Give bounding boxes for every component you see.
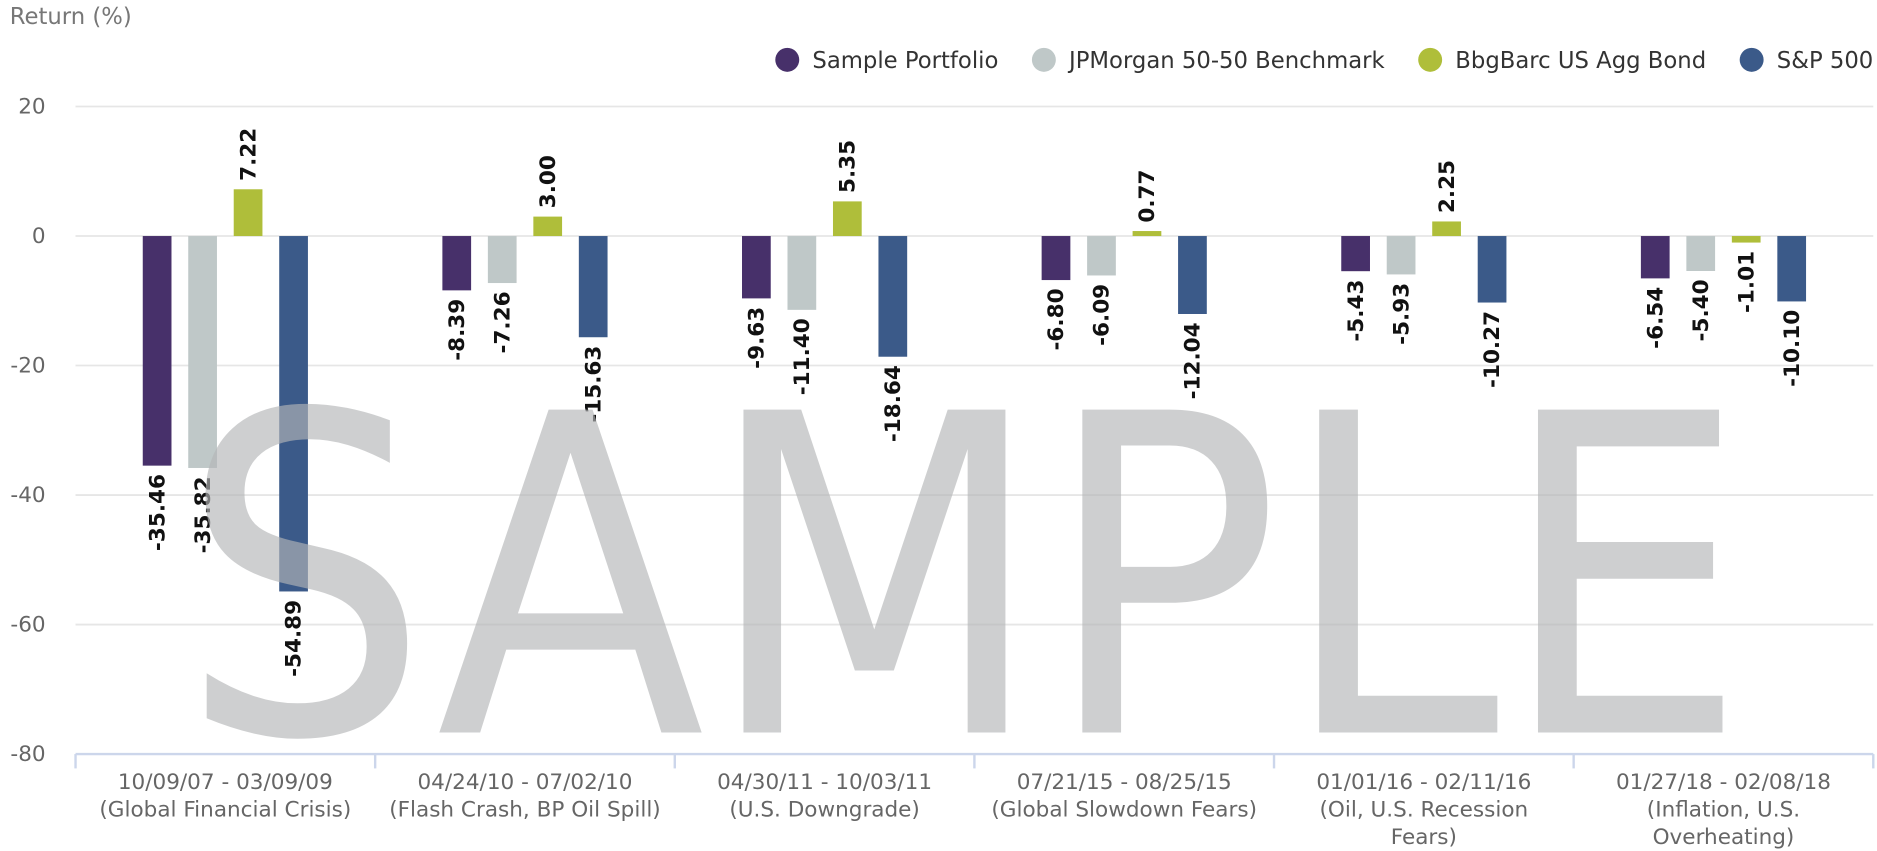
- bar: [233, 189, 263, 237]
- x-tick-label-line: (Global Slowdown Fears): [991, 797, 1257, 823]
- bar: [1341, 236, 1370, 272]
- bar: [742, 236, 771, 299]
- x-tick-label: 04/30/11 - 10/03/11(U.S. Downgrade): [681, 768, 968, 823]
- bar: [1432, 221, 1461, 237]
- legend-label: S&P 500: [1777, 48, 1873, 74]
- x-tick-label-line: (Oil, U.S. Recession Fears): [1319, 797, 1529, 850]
- data-label: -35.82: [191, 476, 216, 553]
- x-tick-label-line: 04/30/11 - 10/03/11: [717, 769, 933, 795]
- data-label: -10.27: [1480, 311, 1505, 388]
- x-tick-label-line: 07/21/15 - 08/25/15: [1016, 769, 1232, 795]
- legend-marker: [1031, 47, 1056, 72]
- data-label: -11.40: [790, 318, 815, 395]
- y-tick-label: -40: [10, 483, 45, 508]
- data-label: -1.01: [1734, 251, 1759, 313]
- x-tick-label-box: 10/09/07 - 03/09/09 (Global Financial Cri…: [82, 768, 369, 823]
- x-tick-label-line: 04/24/10 - 07/02/10: [417, 769, 633, 795]
- data-label: -7.26: [490, 291, 515, 353]
- bar: [1477, 236, 1507, 303]
- x-tick-label: 10/09/07 - 03/09/09(Global Financial Cri…: [82, 768, 369, 823]
- x-tick-label-box: 01/27/18 - 02/08/18 (Inflation, U.S. Over…: [1580, 768, 1867, 851]
- x-tick-label: 07/21/15 - 08/25/15(Global Slowdown Fear…: [981, 768, 1268, 823]
- y-axis-title: Return (%): [10, 4, 132, 30]
- x-tick-label: 01/01/16 - 02/11/16(Oil, U.S. Recession …: [1280, 768, 1567, 851]
- x-tick-label-box: 07/21/15 - 08/25/15 (Global Slowdown Fear…: [981, 768, 1268, 823]
- bar: [442, 236, 472, 291]
- x-tick-label-line: 10/09/07 - 03/09/09: [117, 769, 333, 795]
- bar: [1777, 236, 1807, 302]
- y-tick-label: 20: [18, 95, 45, 120]
- data-label: 7.22: [236, 128, 261, 181]
- x-tick-label: 01/27/18 - 02/08/18(Inflation, U.S. Over…: [1580, 768, 1867, 851]
- data-label: -5.43: [1344, 280, 1369, 342]
- data-label: -6.80: [1044, 288, 1069, 350]
- legend-marker: [1739, 47, 1764, 72]
- y-tick-label: -20: [10, 354, 45, 379]
- bar: [279, 236, 308, 592]
- x-tick-label: 04/24/10 - 07/02/10(Flash Crash, BP Oil …: [381, 768, 668, 823]
- data-label: -6.54: [1643, 287, 1668, 349]
- x-tick-label-box: 01/01/16 - 02/11/16 (Oil, U.S. Recession …: [1280, 768, 1567, 851]
- y-tick-label: 0: [32, 224, 46, 249]
- y-tick-label: -80: [10, 742, 45, 767]
- data-label: -9.63: [745, 307, 770, 369]
- data-label: 3.00: [536, 155, 561, 208]
- bar: [1041, 236, 1071, 281]
- data-label: -12.04: [1181, 322, 1206, 399]
- bar: [787, 236, 817, 310]
- bar: [487, 236, 517, 284]
- bar: [1686, 236, 1716, 271]
- x-tick-label-box: 04/30/11 - 10/03/11 (U.S. Downgrade): [681, 768, 968, 823]
- legend-label: BbgBarc US Agg Bond: [1455, 48, 1706, 74]
- data-label: 0.77: [1135, 170, 1160, 223]
- bar: [1087, 236, 1116, 276]
- x-tick-label-line: (Inflation, U.S. Overheating): [1646, 797, 1801, 850]
- data-label: -54.89: [282, 600, 307, 677]
- legend-marker: [775, 47, 800, 72]
- bar: [1132, 231, 1162, 237]
- data-label: -8.39: [445, 299, 470, 361]
- legend-marker: [1418, 47, 1443, 72]
- x-tick-label-box: 04/24/10 - 07/02/10 (Flash Crash, BP Oil …: [381, 768, 668, 823]
- bar: [1178, 236, 1207, 314]
- x-tick-label-line: 01/01/16 - 02/11/16: [1316, 769, 1532, 795]
- x-tick-label-line: 01/27/18 - 02/08/18: [1615, 769, 1831, 795]
- bar: [1640, 236, 1670, 279]
- data-label: -6.09: [1090, 284, 1115, 346]
- x-tick-label-line: (Flash Crash, BP Oil Spill): [389, 797, 661, 823]
- bar: [578, 236, 608, 338]
- bar: [533, 216, 563, 237]
- data-label: -5.93: [1389, 283, 1414, 345]
- y-tick-label: -60: [10, 613, 45, 638]
- data-label: -15.63: [581, 346, 606, 423]
- bar: [1731, 236, 1761, 243]
- x-tick-label-line: (Global Financial Crisis): [99, 797, 352, 823]
- bar: [832, 201, 862, 237]
- legend-label: Sample Portfolio: [812, 48, 998, 74]
- data-label: 2.25: [1435, 160, 1460, 213]
- bar: [142, 236, 172, 466]
- data-label: -10.10: [1780, 310, 1805, 387]
- bar: [188, 236, 217, 468]
- bar: [1386, 236, 1416, 275]
- data-label: 5.35: [836, 140, 861, 193]
- x-tick-label-line: (U.S. Downgrade): [729, 797, 920, 823]
- legend-label: JPMorgan 50-50 Benchmark: [1067, 48, 1385, 74]
- data-label: -35.46: [145, 474, 170, 551]
- data-label: -5.40: [1689, 279, 1714, 341]
- bar: [878, 236, 908, 357]
- watermark: SAMPLE: [180, 323, 1748, 838]
- data-label: -18.64: [881, 365, 906, 442]
